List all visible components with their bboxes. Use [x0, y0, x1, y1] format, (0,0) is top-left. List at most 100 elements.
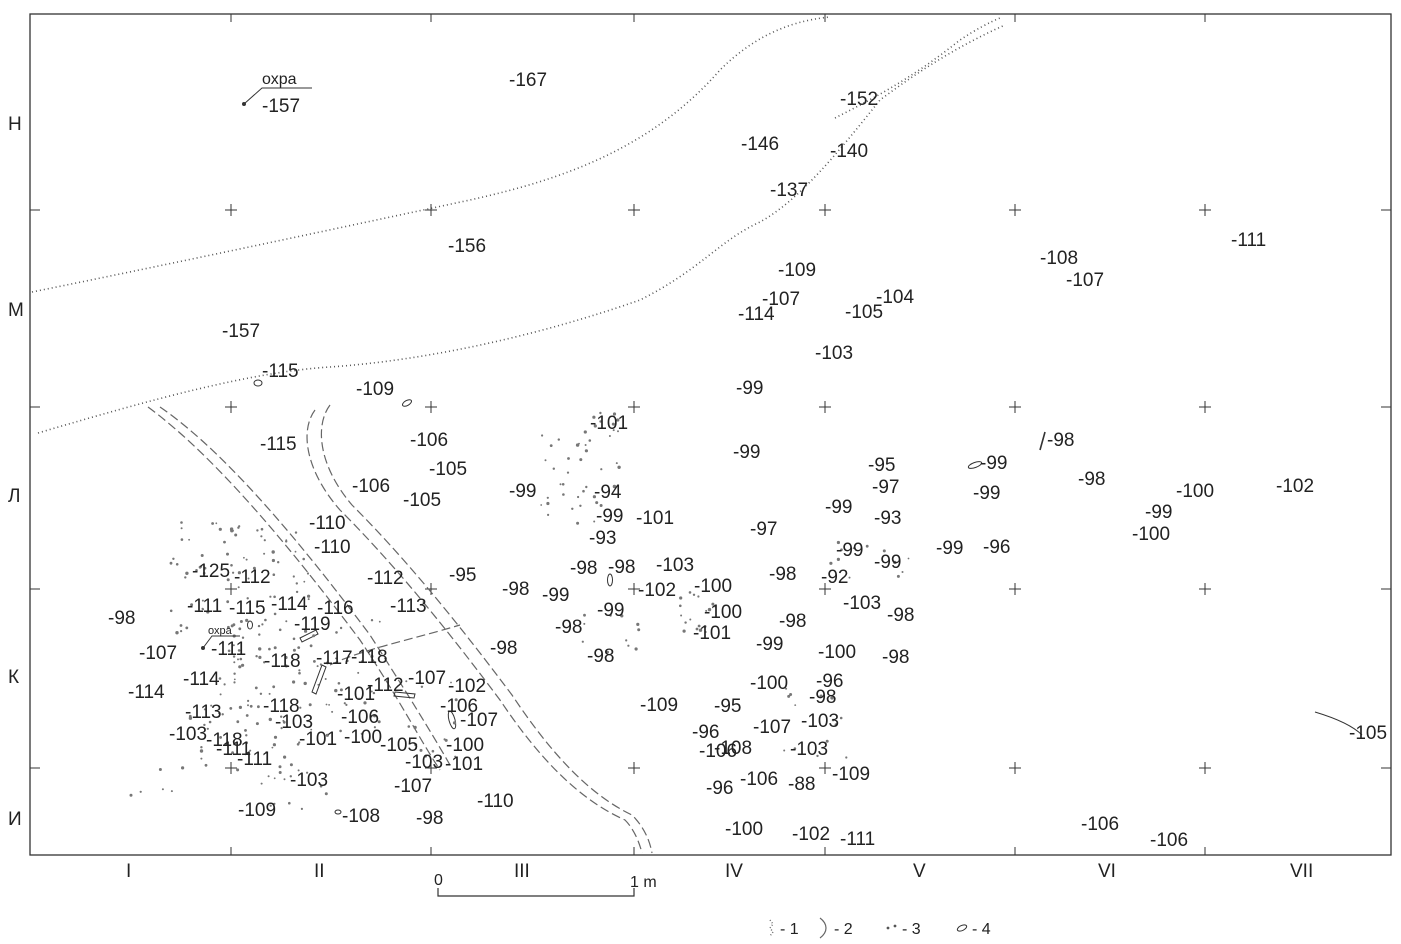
depth-mark: -99: [825, 497, 852, 518]
depth-mark: -99: [597, 600, 624, 621]
depth-mark: -111: [187, 596, 222, 617]
depth-mark: -103: [290, 770, 328, 791]
find-dot: [260, 782, 263, 785]
find-dot: [297, 769, 300, 772]
find-dot: [358, 697, 360, 700]
stone: [253, 379, 263, 387]
grid-cross: [628, 401, 640, 413]
depth-mark: -118: [351, 647, 388, 668]
column-label: II: [314, 861, 325, 882]
find-dot: [203, 723, 206, 727]
find-dot: [269, 595, 272, 598]
depth-mark: -99: [756, 634, 783, 655]
find-dot: [566, 471, 570, 474]
depth-mark: -98: [490, 638, 517, 659]
depth-mark: -109: [238, 800, 276, 821]
find-dot: [454, 698, 458, 702]
find-dot: [247, 577, 250, 580]
find-dot: [325, 733, 329, 737]
find-dot: [337, 682, 341, 685]
column-label: IV: [725, 861, 743, 882]
depth-mark: -107: [139, 643, 177, 664]
grid-crosses: [225, 204, 1211, 774]
scale-bar: 0 1 m: [434, 872, 657, 897]
find-dot: [256, 529, 259, 532]
depth-mark: -95: [868, 455, 895, 476]
find-dot: [185, 571, 189, 575]
row-label: Н: [8, 114, 22, 135]
ochre-point: [201, 646, 205, 650]
depth-mark: -101: [445, 754, 483, 775]
find-dot: [202, 571, 206, 575]
depth-mark: -125: [192, 561, 230, 582]
find-dot: [170, 790, 173, 793]
find-dot: [583, 613, 586, 617]
grid-cross: [425, 583, 437, 595]
grid-cross: [1009, 583, 1021, 595]
find-dot: [243, 556, 245, 559]
find-dot: [169, 561, 173, 565]
depth-mark: -93: [589, 528, 616, 549]
find-dot: [584, 444, 587, 446]
find-dot: [829, 561, 833, 565]
depth-mark: -112: [367, 568, 404, 589]
depth-mark: -114: [183, 669, 220, 690]
find-dot: [549, 444, 553, 447]
depth-mark: -111: [237, 749, 272, 770]
find-dot: [319, 663, 322, 666]
find-dot: [705, 609, 708, 612]
find-dot: [544, 459, 547, 462]
grid-cross: [1199, 583, 1211, 595]
find-dot: [175, 563, 179, 566]
find-dot: [711, 602, 715, 606]
find-dot: [339, 729, 342, 733]
find-dot: [588, 439, 592, 442]
find-dot: [285, 540, 288, 543]
depth-mark: -100: [344, 727, 382, 748]
find-dot: [245, 714, 249, 717]
find-dot: [255, 655, 258, 658]
find-dot: [206, 610, 210, 614]
find-dot: [247, 699, 250, 703]
depth-mark: -99: [836, 540, 863, 561]
depth-mark: -100: [446, 735, 484, 756]
find-dot: [834, 723, 838, 727]
depth-mark: -103: [843, 593, 881, 614]
depth-mark: -99: [0, 0, 27, 5]
column-label: I: [126, 861, 131, 882]
find-dot: [233, 661, 236, 664]
find-dot: [263, 552, 266, 555]
find-dot: [195, 569, 198, 572]
depth-mark: -105: [380, 735, 418, 756]
depth-mark: -96: [706, 778, 733, 799]
depth-mark: -101: [636, 508, 674, 529]
find-dot: [273, 802, 276, 805]
find-dot: [247, 704, 249, 707]
find-dot: [688, 591, 692, 594]
find-dot: [303, 681, 307, 686]
find-dot: [370, 715, 373, 718]
find-dot: [158, 768, 162, 771]
find-dot: [288, 801, 291, 805]
find-dot: [223, 540, 226, 544]
find-dot: [324, 792, 328, 796]
find-dot: [260, 535, 263, 538]
find-dot: [218, 677, 222, 680]
find-dot: [233, 672, 236, 675]
legend: - 1 - 2 - 3 - 4: [769, 917, 991, 939]
depth-mark: -108: [1040, 248, 1078, 269]
find-dot: [616, 418, 620, 422]
find-dot: [581, 640, 584, 643]
find-dot: [450, 681, 452, 684]
find-dot: [227, 625, 230, 629]
depth-mark: -98: [779, 611, 806, 632]
depth-mark: -109: [778, 260, 816, 281]
find-dot: [684, 621, 687, 624]
find-dot: [599, 411, 602, 415]
grid-cross: [1009, 762, 1021, 774]
find-dot: [595, 501, 599, 505]
pit-boundary-upper: [31, 16, 831, 293]
find-dot: [271, 558, 275, 563]
find-dot: [592, 495, 597, 499]
